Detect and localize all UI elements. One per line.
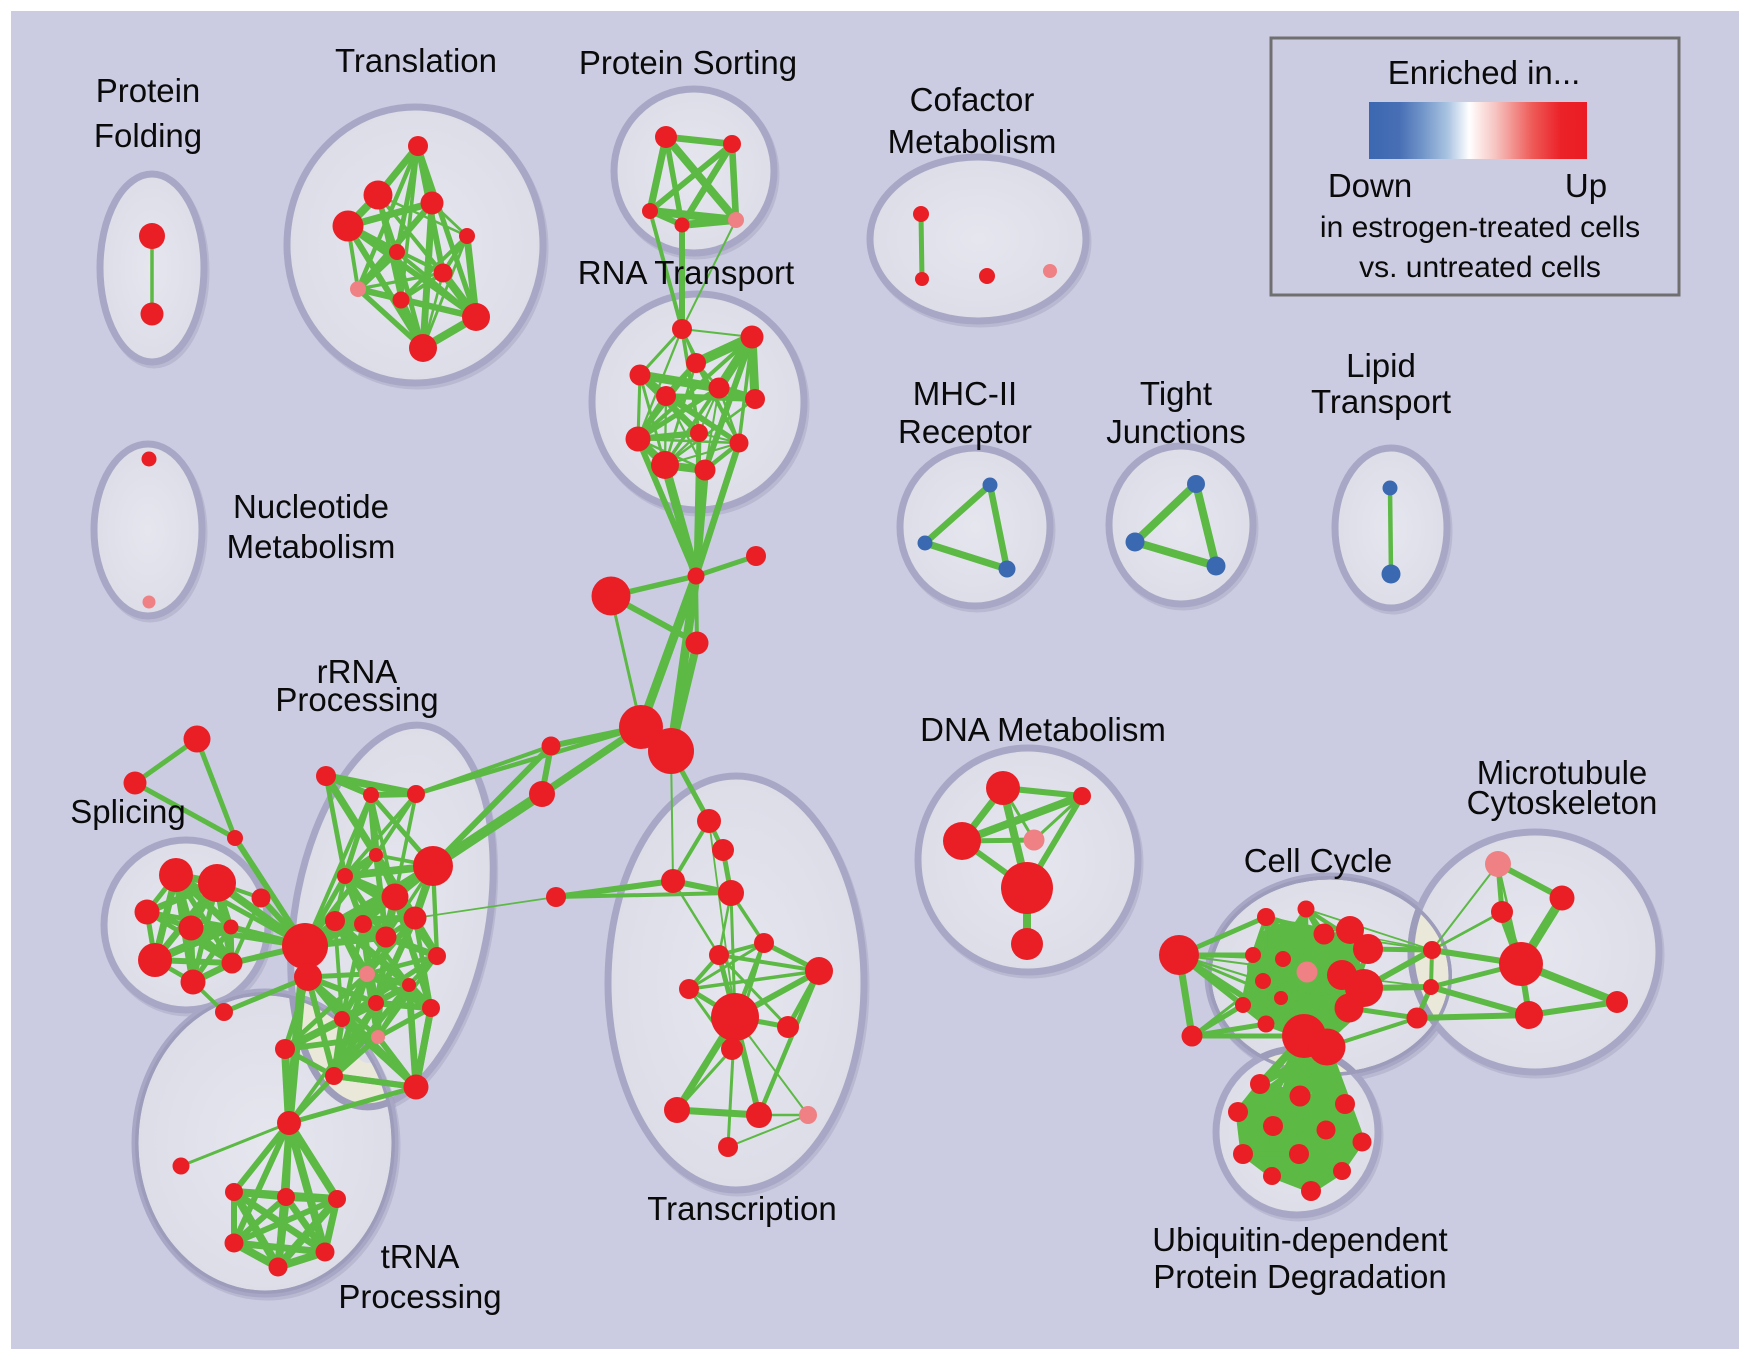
svg-text:Ubiquitin-dependent: Ubiquitin-dependent <box>1152 1221 1447 1258</box>
svg-text:Junctions: Junctions <box>1106 413 1245 450</box>
svg-text:Processing: Processing <box>275 681 438 718</box>
svg-text:MHC-II: MHC-II <box>913 375 1017 412</box>
svg-text:Protein Degradation: Protein Degradation <box>1153 1258 1447 1295</box>
svg-text:tRNA: tRNA <box>381 1238 460 1275</box>
svg-text:Cofactor: Cofactor <box>910 81 1035 118</box>
svg-text:Metabolism: Metabolism <box>227 528 396 565</box>
svg-text:Tight: Tight <box>1140 375 1212 412</box>
svg-text:Protein Sorting: Protein Sorting <box>579 44 797 81</box>
svg-text:Receptor: Receptor <box>898 413 1032 450</box>
svg-text:Enriched in...: Enriched in... <box>1388 54 1581 91</box>
svg-text:Down: Down <box>1328 167 1412 204</box>
svg-text:DNA Metabolism: DNA Metabolism <box>920 711 1166 748</box>
svg-text:Metabolism: Metabolism <box>888 123 1057 160</box>
svg-text:rRNA: rRNA <box>317 653 398 690</box>
svg-text:Processing: Processing <box>338 1278 501 1315</box>
svg-text:Translation: Translation <box>335 42 497 79</box>
svg-text:Up: Up <box>1565 167 1607 204</box>
svg-text:in estrogen-treated cells: in estrogen-treated cells <box>1320 211 1640 244</box>
svg-text:Splicing: Splicing <box>70 793 186 830</box>
svg-text:Folding: Folding <box>94 117 202 154</box>
svg-text:Protein: Protein <box>96 72 201 109</box>
svg-text:vs. untreated cells: vs. untreated cells <box>1359 251 1601 284</box>
svg-text:Transport: Transport <box>1311 383 1451 420</box>
svg-text:RNA Transport: RNA Transport <box>578 254 794 291</box>
svg-text:Lipid: Lipid <box>1346 347 1416 384</box>
svg-text:Cell Cycle: Cell Cycle <box>1244 842 1393 879</box>
svg-text:Cytoskeleton: Cytoskeleton <box>1467 784 1658 821</box>
svg-text:Nucleotide: Nucleotide <box>233 488 389 525</box>
svg-text:Microtubule: Microtubule <box>1477 754 1648 791</box>
svg-text:Transcription: Transcription <box>647 1190 837 1227</box>
